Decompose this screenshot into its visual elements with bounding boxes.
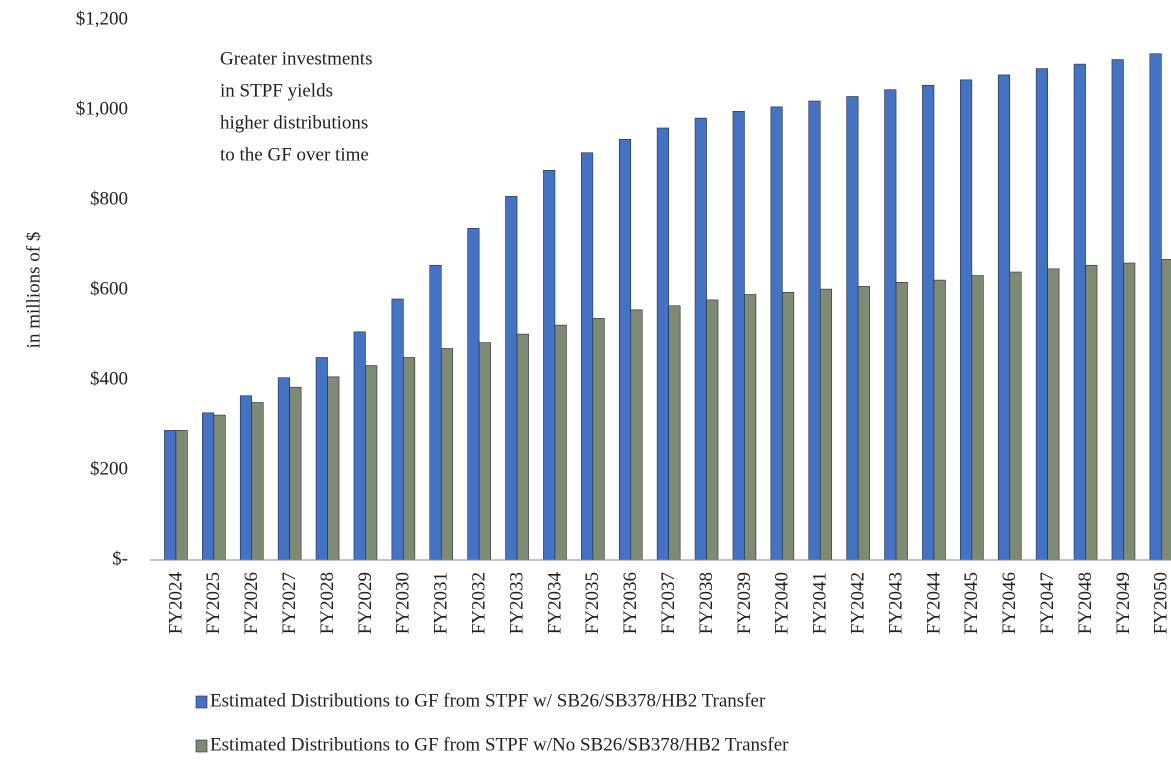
- bar: [1123, 262, 1136, 561]
- y-axis-label: in millions of $: [23, 232, 44, 349]
- x-tick-label: FY2033: [506, 572, 527, 634]
- y-tick-label: $-: [112, 548, 128, 569]
- bar: [251, 402, 264, 561]
- bar: [164, 430, 177, 561]
- x-tick-label: FY2041: [810, 572, 831, 634]
- x-tick-label: FY2029: [355, 572, 376, 634]
- bar: [1047, 268, 1060, 561]
- bar: [315, 357, 328, 561]
- x-tick-label: FY2037: [658, 572, 679, 634]
- x-tick-label: FY2034: [544, 572, 565, 635]
- y-tick-label: $1,000: [76, 98, 128, 119]
- bar: [1161, 259, 1171, 561]
- bar: [478, 342, 491, 561]
- bar: [618, 138, 632, 561]
- annotation: to the GF over time: [220, 144, 369, 165]
- bar: [884, 89, 897, 561]
- y-tick-label: $600: [90, 278, 128, 299]
- bar: [694, 117, 707, 561]
- bar: [239, 395, 253, 561]
- bar: [744, 294, 757, 561]
- x-tick-label: FY2031: [431, 572, 452, 634]
- x-tick-label: FY2025: [203, 572, 224, 634]
- x-tick-label: FY2032: [469, 572, 490, 634]
- bar: [1149, 53, 1162, 561]
- bar: [213, 414, 226, 561]
- bar: [1035, 68, 1048, 561]
- y-tick-label: $400: [90, 368, 128, 389]
- x-tick-label: FY2049: [1113, 572, 1134, 634]
- bar: [543, 170, 556, 561]
- x-tick-label: FY2030: [393, 572, 414, 634]
- bar: [202, 412, 215, 561]
- bar: [971, 275, 984, 561]
- annotation: higher distributions: [220, 112, 368, 133]
- bar: [391, 298, 404, 561]
- bar: [516, 333, 529, 561]
- legend-label: Estimated Distributions to GF from STPF …: [210, 734, 789, 755]
- bar: [668, 305, 681, 561]
- x-tick-label: FY2043: [885, 572, 906, 634]
- bar: [289, 386, 302, 561]
- bar: [554, 324, 567, 561]
- x-tick-label: FY2027: [279, 572, 300, 634]
- bar: [808, 100, 821, 561]
- y-tick-label: $800: [90, 188, 128, 209]
- bar: [1111, 59, 1124, 561]
- x-tick-label: FY2050: [1151, 572, 1171, 634]
- x-tick-label: FY2046: [999, 572, 1020, 634]
- x-tick-label: FY2038: [696, 572, 717, 634]
- x-tick-label: FY2035: [582, 572, 603, 634]
- bar: [440, 348, 454, 561]
- bar: [1073, 63, 1086, 561]
- x-tick-label: FY2047: [1037, 572, 1058, 634]
- bar: [857, 286, 870, 561]
- y-tick-label: $1,200: [76, 8, 128, 29]
- bar: [922, 84, 935, 561]
- x-tick-label: FY2024: [165, 572, 186, 635]
- x-tick-label: FY2045: [961, 572, 982, 634]
- bar: [429, 264, 442, 561]
- bar: [819, 288, 833, 561]
- bar: [997, 74, 1011, 561]
- x-tick-label: FY2042: [848, 572, 869, 634]
- bar: [467, 228, 480, 561]
- x-tick-label: FY2040: [772, 572, 793, 634]
- x-tick-label: FY2026: [241, 572, 262, 634]
- legend-swatch: [195, 739, 208, 753]
- bar: [592, 318, 605, 561]
- bar: [895, 282, 908, 561]
- y-tick-label: $200: [90, 458, 128, 479]
- legend-label: Estimated Distributions to GF from STPF …: [210, 690, 766, 711]
- legend-swatch: [195, 695, 208, 709]
- bar: [732, 111, 745, 561]
- bar: [505, 196, 518, 561]
- bar: [960, 79, 973, 561]
- x-tick-label: FY2044: [923, 572, 944, 635]
- bar: [1085, 264, 1098, 561]
- annotation: Greater investments: [220, 48, 372, 69]
- x-tick-label: FY2048: [1075, 572, 1096, 634]
- bar: [770, 106, 783, 561]
- bar: [365, 365, 378, 561]
- bar: [581, 152, 594, 561]
- x-tick-label: FY2036: [620, 572, 641, 634]
- bar: [1009, 271, 1022, 561]
- bar: [656, 127, 669, 561]
- bar: [175, 430, 188, 561]
- annotation: in STPF yields: [220, 80, 333, 101]
- bar: [327, 376, 340, 561]
- bar: [353, 331, 366, 561]
- bar: [846, 96, 859, 561]
- bar: [782, 291, 795, 561]
- bar: [706, 299, 719, 561]
- x-tick-label: FY2039: [734, 572, 755, 634]
- bar: [277, 377, 290, 561]
- bar: [933, 279, 946, 561]
- x-tick-label: FY2028: [317, 572, 338, 634]
- bar: [630, 309, 643, 561]
- bar: [403, 357, 416, 561]
